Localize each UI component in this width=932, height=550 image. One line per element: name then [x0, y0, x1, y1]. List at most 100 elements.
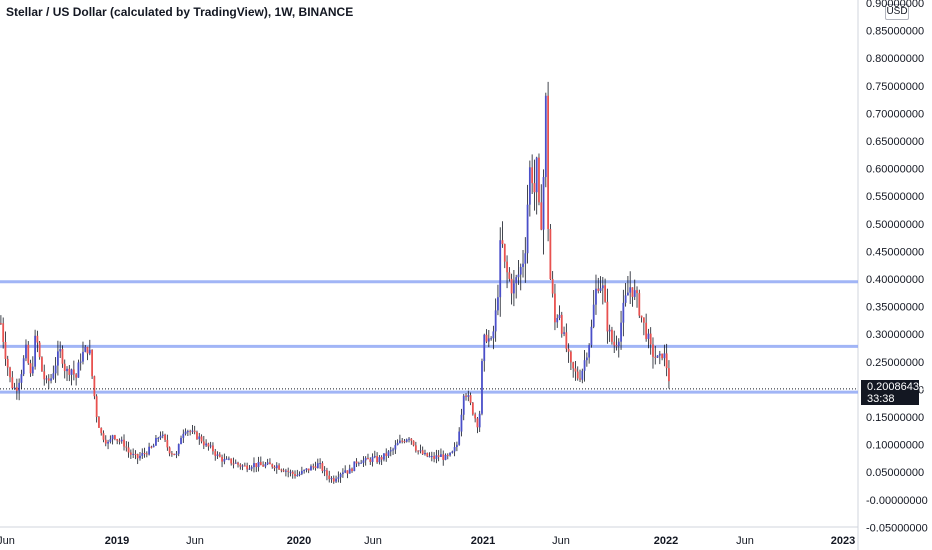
candle-down — [36, 335, 39, 343]
candle-up — [357, 463, 360, 465]
candle-down — [237, 462, 239, 465]
candle-down — [446, 454, 449, 456]
candle-down — [579, 378, 581, 380]
candle-down — [554, 293, 556, 323]
candle-down — [476, 418, 479, 428]
candle-down — [326, 470, 328, 476]
candle-down — [2, 323, 5, 342]
candle-up — [177, 444, 180, 454]
candle-up — [389, 450, 392, 452]
price-axis: 0.90000000 0.85000000 0.80000000 0.75000000… — [866, 0, 928, 534]
candle-up — [13, 387, 16, 389]
time-tick-label: 2020 — [287, 535, 311, 547]
time-tick-label: Jun — [552, 535, 570, 547]
candle-down — [376, 456, 378, 463]
candle-down — [136, 454, 139, 459]
candle-down — [95, 396, 98, 418]
candle-up — [257, 461, 260, 468]
candle-up — [494, 310, 497, 332]
candle-down — [312, 466, 315, 468]
candle-down — [27, 344, 30, 364]
candle-up — [241, 465, 244, 467]
candle-up — [419, 450, 422, 452]
price-tick-label: 0.50000000 — [866, 219, 924, 231]
candle-down — [403, 441, 406, 443]
candle-up — [517, 274, 520, 278]
candle-up — [198, 436, 201, 440]
candle-up — [305, 468, 308, 471]
price-tick-label: 0.35000000 — [866, 302, 924, 314]
candle-down — [98, 417, 100, 428]
candle-down — [4, 341, 7, 359]
candle-up — [88, 349, 91, 354]
candle-down — [636, 290, 638, 294]
candle-down — [640, 315, 643, 318]
candle-up — [66, 368, 68, 372]
candle-up — [522, 263, 524, 268]
candle-down — [291, 471, 294, 475]
time-tick-label: Jun — [0, 535, 15, 547]
candle-up — [216, 454, 219, 456]
candle-up — [583, 360, 586, 371]
candle-down — [243, 465, 246, 467]
currency-selector[interactable]: USD — [885, 4, 909, 20]
candle-up — [139, 455, 141, 459]
candle-up — [335, 478, 337, 482]
candle-up — [487, 338, 490, 342]
candle-down — [118, 440, 121, 442]
candle-up — [435, 455, 438, 459]
candle-up — [59, 349, 62, 352]
candle-down — [501, 240, 504, 245]
candle-up — [180, 437, 182, 445]
candle-up — [25, 344, 27, 359]
candle-up — [323, 470, 326, 472]
candle-up — [629, 287, 632, 293]
price-tick-label: 0.80000000 — [866, 53, 924, 65]
price-tick-label: 0.10000000 — [866, 440, 924, 452]
candle-down — [86, 347, 89, 354]
candle-up — [57, 351, 59, 366]
candle-up — [266, 462, 269, 465]
candle-up — [84, 347, 87, 352]
candle-up — [107, 441, 109, 444]
candle-down — [506, 261, 508, 273]
price-tick-label: -0.00000000 — [866, 495, 928, 507]
candle-down — [661, 353, 663, 359]
candle-up — [453, 447, 456, 452]
candle-up — [424, 452, 426, 455]
candle-down — [551, 279, 554, 294]
candle-down — [29, 363, 32, 374]
candle-up — [191, 430, 194, 432]
candle-down — [166, 439, 169, 448]
candle-down — [202, 441, 205, 446]
candle-up — [182, 433, 185, 438]
candle-down — [271, 464, 274, 467]
candle-down — [540, 202, 543, 230]
candle-down — [346, 470, 349, 474]
candle-down — [91, 349, 93, 377]
candle-up — [492, 331, 495, 339]
candle-down — [433, 456, 435, 459]
candle-up — [155, 438, 157, 446]
candle-down — [196, 431, 198, 440]
candle-up — [460, 414, 463, 432]
candle-up — [624, 295, 627, 303]
candle-up — [152, 445, 155, 448]
candle-down — [437, 455, 440, 457]
candle-up — [519, 267, 522, 275]
candle-up — [228, 458, 230, 460]
candle-up — [120, 439, 123, 442]
candle-up — [111, 435, 114, 440]
candle-down — [127, 447, 130, 453]
candle-down — [68, 368, 71, 375]
candle-down — [565, 332, 568, 349]
candle-down — [171, 453, 173, 455]
candle-down — [47, 378, 50, 381]
price-tick-label: 0.65000000 — [866, 136, 924, 148]
candle-down — [164, 434, 166, 440]
candle-down — [259, 461, 262, 466]
candle-up — [513, 283, 515, 294]
time-tick-label: 2019 — [105, 535, 129, 547]
candle-up — [337, 477, 340, 479]
